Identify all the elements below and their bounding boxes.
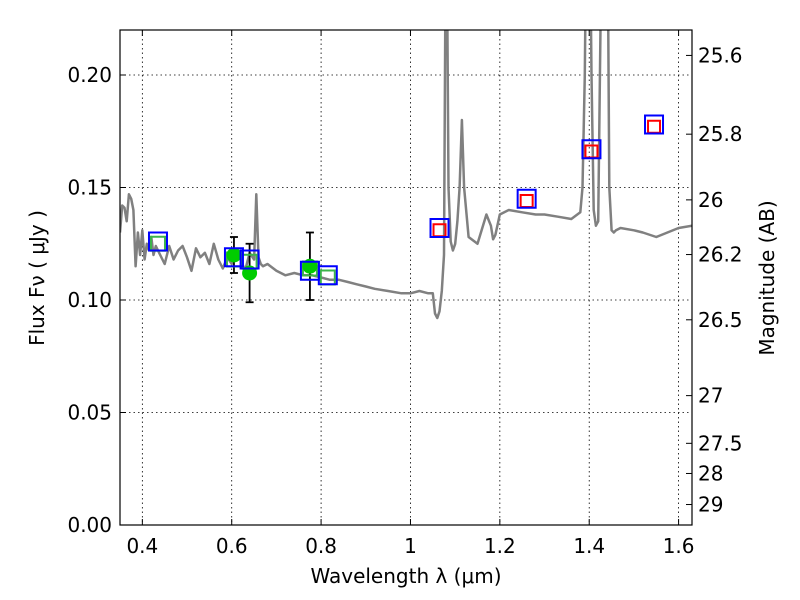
x-tick-label: 1.4 xyxy=(573,534,605,558)
blue-box-marker xyxy=(644,114,665,135)
plot-area xyxy=(120,30,692,320)
y-tick-label: 0.00 xyxy=(67,513,112,537)
x-tick-label: 0.8 xyxy=(305,534,337,558)
x-axis-label: Wavelength λ (μm) xyxy=(310,564,501,588)
right-tick-label: 26.5 xyxy=(698,308,743,332)
blue-box-marker xyxy=(239,249,260,270)
axis-ticks: 0.4 0.6 0.8 1 1.2 1.4 1.6 0.00 0.05 0.10 0.15 0.20 2… xyxy=(67,30,743,558)
blue-box-marker xyxy=(147,231,168,252)
right-tick-label: 26.2 xyxy=(698,243,743,267)
y-tick-label: 0.20 xyxy=(67,63,112,87)
right-tick-label: 26 xyxy=(698,188,723,212)
x-tick-label: 1 xyxy=(404,534,417,558)
x-tick-label: 1.6 xyxy=(663,534,695,558)
right-tick-label: 25.8 xyxy=(698,122,743,146)
right-tick-label: 29 xyxy=(698,493,723,517)
right-tick-label: 28 xyxy=(698,461,723,485)
model-spectrum-line xyxy=(120,30,692,320)
grid-lines xyxy=(120,30,692,526)
x-tick-label: 0.6 xyxy=(216,534,248,558)
red-box-marker xyxy=(519,194,534,208)
x-tick-label: 0.4 xyxy=(126,534,158,558)
plot-frame xyxy=(119,29,693,526)
y-axis-label: Flux Fν ( μJy ) xyxy=(25,210,49,346)
blue-box-marker xyxy=(429,218,450,238)
red-box-marker xyxy=(647,119,662,134)
y-tick-label: 0.10 xyxy=(67,288,112,312)
y-tick-label: 0.15 xyxy=(67,176,112,200)
blue-box-marker xyxy=(223,247,244,268)
blue-box-marker xyxy=(516,188,537,209)
y-tick-label: 0.05 xyxy=(67,401,112,425)
right-axis-label: Magnitude (AB) xyxy=(755,200,779,355)
right-tick-label: 27 xyxy=(698,384,723,408)
blue-box-marker xyxy=(581,139,602,160)
right-tick-label: 27.5 xyxy=(698,431,743,455)
blue-box-marker xyxy=(317,265,338,286)
right-tick-label: 25.6 xyxy=(698,43,743,67)
green-point-marker xyxy=(226,247,242,263)
x-tick-label: 1.2 xyxy=(484,534,516,558)
